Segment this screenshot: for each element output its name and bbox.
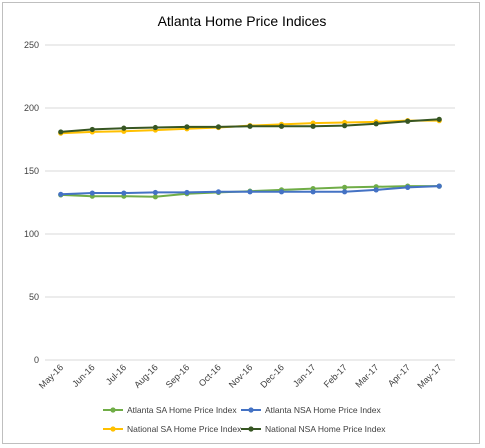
legend-item: Atlanta NSA Home Price Index: [241, 405, 382, 415]
legend-marker: [110, 407, 116, 413]
x-tick-label: Jun-16: [70, 362, 97, 389]
x-tick-label: Nov-16: [227, 362, 255, 390]
legend-label: Atlanta SA Home Price Index: [127, 405, 237, 415]
y-tick-label: 0: [34, 355, 39, 365]
x-tick-label: Apr-17: [386, 362, 412, 388]
x-tick-label: Oct-16: [197, 362, 223, 388]
legend-marker: [248, 407, 254, 413]
series-3: [58, 116, 442, 135]
grid-lines: [45, 44, 455, 361]
line-chart: Atlanta Home Price Indices 0 50 100 150 200 2…: [24, 13, 455, 434]
chart-frame: Atlanta Home Price Indices 0 50 100 150 200 2…: [2, 2, 480, 444]
data-point: [373, 187, 379, 193]
legend-marker: [248, 426, 254, 432]
x-axis: May-16 Jun-16 Jul-16 Aug-16 Sep-16 Oct-16 Nov-…: [37, 362, 444, 390]
series-group: [58, 116, 442, 200]
legend-item: National SA Home Price Index: [103, 424, 242, 434]
y-tick-label: 150: [24, 166, 39, 176]
data-point: [152, 124, 158, 131]
x-tick-label: May-17: [415, 362, 443, 390]
data-point: [436, 116, 442, 122]
data-point: [405, 118, 411, 124]
x-tick-label: Mar-17: [353, 362, 380, 389]
data-point: [152, 194, 158, 200]
data-point: [184, 124, 190, 130]
x-tick-label: Aug-16: [132, 362, 160, 390]
data-point: [310, 189, 316, 195]
series-1: [58, 183, 442, 197]
legend-label: National SA Home Price Index: [127, 424, 242, 434]
legend-label: Atlanta NSA Home Price Index: [265, 405, 382, 415]
data-point: [310, 123, 316, 129]
y-tick-label: 250: [24, 40, 39, 50]
data-point: [121, 125, 127, 131]
legend-item: National NSA Home Price Index: [241, 424, 386, 434]
data-point: [121, 190, 127, 196]
data-point: [278, 189, 285, 195]
data-point: [247, 123, 253, 129]
data-point: [342, 123, 348, 129]
data-point: [405, 184, 411, 190]
legend-label: National NSA Home Price Index: [265, 424, 386, 434]
data-point: [342, 189, 348, 195]
y-tick-label: 50: [29, 292, 39, 302]
y-axis: 0 50 100 150 200 250: [24, 40, 39, 365]
x-tick-label: Sep-16: [164, 362, 192, 390]
legend-item: Atlanta SA Home Price Index: [103, 405, 237, 415]
x-tick-label: Feb-17: [322, 362, 349, 389]
data-point: [58, 129, 64, 135]
data-point: [373, 121, 379, 127]
data-point: [215, 124, 222, 130]
y-tick-label: 200: [24, 103, 39, 113]
data-point: [184, 189, 190, 196]
data-point: [278, 123, 285, 129]
data-point: [89, 190, 95, 196]
legend-marker: [110, 426, 116, 432]
data-point: [58, 191, 64, 197]
data-point: [342, 184, 348, 190]
legend: Atlanta SA Home Price Index Atlanta NSA H…: [103, 405, 386, 434]
x-tick-label: May-16: [37, 362, 65, 390]
data-point: [247, 189, 253, 195]
data-point: [436, 183, 442, 189]
y-tick-label: 100: [24, 229, 39, 239]
data-point: [215, 189, 222, 195]
data-point: [89, 126, 95, 133]
chart-title: Atlanta Home Price Indices: [158, 13, 327, 29]
x-tick-label: Jul-16: [104, 362, 128, 386]
x-tick-label: Jan-17: [291, 362, 318, 389]
data-point: [152, 189, 158, 196]
x-tick-label: Dec-16: [258, 362, 286, 390]
